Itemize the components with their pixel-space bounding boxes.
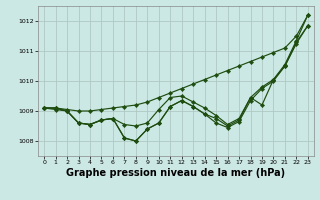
X-axis label: Graphe pression niveau de la mer (hPa): Graphe pression niveau de la mer (hPa): [67, 168, 285, 178]
